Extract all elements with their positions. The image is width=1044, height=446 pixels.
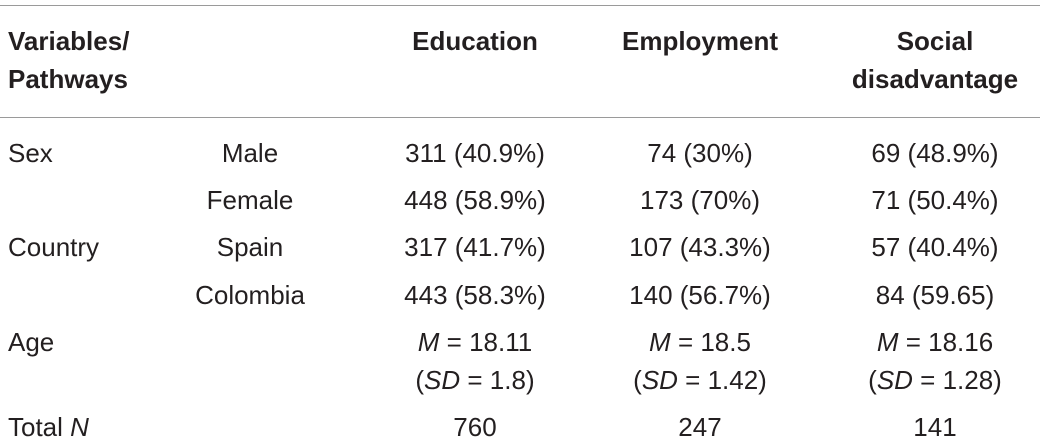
header-variables: Variables/ Pathways [8, 22, 129, 98]
mean-symbol: M [649, 327, 671, 357]
header-variables-line2: Pathways [8, 64, 128, 94]
sd-value: = 1.28) [912, 365, 1002, 395]
sd-open-paren: ( [633, 365, 642, 395]
age-social-mean: M = 18.16 [830, 323, 1040, 361]
row-label-sex: Sex [8, 138, 53, 168]
cell-colombia-employment: 140 (56.7%) [629, 280, 771, 310]
sub-label-colombia: Colombia [195, 280, 305, 310]
age-education-sd: (SD = 1.8) [370, 361, 580, 399]
sd-open-paren: ( [868, 365, 877, 395]
cell-total-social: 141 [913, 412, 957, 442]
mean-symbol: M [417, 327, 440, 357]
header-social: Social disadvantage [830, 22, 1040, 98]
row-label-age: Age [8, 327, 55, 357]
sd-symbol: SD [641, 365, 678, 395]
total-label-prefix: Total [8, 412, 71, 442]
sd-symbol: SD [424, 365, 461, 395]
header-education: Education [412, 26, 538, 56]
cell-male-social: 69 (48.9%) [871, 138, 999, 168]
sd-value: = 1.42) [677, 365, 767, 395]
age-social-sd: (SD = 1.28) [830, 361, 1040, 399]
header-social-line1: Social [896, 26, 974, 56]
mean-symbol: M [876, 327, 899, 357]
sd-value: = 1.8) [460, 365, 535, 395]
table-header-rule [0, 117, 1040, 118]
cell-total-employment: 247 [678, 412, 722, 442]
age-education-mean: M = 18.11 [370, 323, 580, 361]
cell-colombia-education: 443 (58.3%) [404, 280, 546, 310]
sub-label-spain: Spain [216, 232, 284, 262]
row-label-country: Country [8, 232, 100, 262]
sd-open-paren: ( [415, 365, 425, 395]
header-employment: Employment [621, 26, 779, 56]
sub-label-female: Female [206, 185, 294, 215]
cell-female-social: 71 (50.4%) [871, 185, 999, 215]
table-top-rule [0, 5, 1040, 6]
header-social-line2: disadvantage [851, 64, 1019, 94]
mean-value: = 18.16 [898, 327, 994, 357]
header-variables-line1: Variables/ [8, 26, 130, 56]
age-employment-mean: M = 18.5 [590, 323, 810, 361]
cell-total-education: 760 [453, 412, 497, 442]
sub-label-male: Male [221, 138, 279, 168]
cell-colombia-social: 84 (59.65) [875, 280, 995, 310]
row-label-total: Total N [8, 408, 89, 446]
total-label-n: N [70, 412, 89, 442]
sd-symbol: SD [876, 365, 913, 395]
cell-age-employment: M = 18.5 (SD = 1.42) [590, 323, 810, 399]
cell-spain-education: 317 (41.7%) [404, 232, 546, 262]
cell-spain-social: 57 (40.4%) [871, 232, 999, 262]
age-employment-sd: (SD = 1.42) [590, 361, 810, 399]
cell-female-employment: 173 (70%) [640, 185, 760, 215]
mean-value: = 18.5 [670, 327, 751, 357]
cell-male-employment: 74 (30%) [647, 138, 753, 168]
cell-female-education: 448 (58.9%) [404, 185, 546, 215]
cell-age-social: M = 18.16 (SD = 1.28) [830, 323, 1040, 399]
cell-age-education: M = 18.11 (SD = 1.8) [370, 323, 580, 399]
cell-spain-employment: 107 (43.3%) [629, 232, 771, 262]
cell-male-education: 311 (40.9%) [405, 138, 545, 168]
mean-value: = 18.11 [439, 327, 533, 357]
